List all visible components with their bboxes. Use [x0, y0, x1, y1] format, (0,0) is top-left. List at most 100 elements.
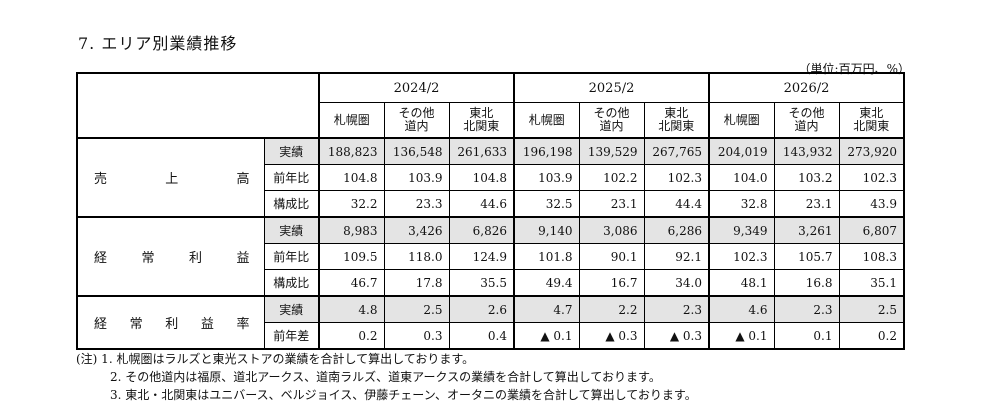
table-cell: 23.1 — [773, 190, 840, 218]
table-cell: ▲ 0.1 — [708, 322, 775, 350]
row-label: 実績 — [263, 295, 320, 323]
notes: (注) 1. 札幌圏はラルズと東光ストアの業績を合計して算出しております。 2.… — [76, 350, 697, 404]
metric-label-chars: 売上高 — [78, 168, 264, 187]
region-label-line: 東北 — [469, 106, 494, 120]
table-cell: 0.2 — [838, 322, 905, 350]
area-performance-table: 2024/2 2025/2 2026/2 札幌圏 その他 道内 東北 北関東 札幌圏 その他 道内東… — [76, 72, 905, 350]
metric-label-char: 率 — [236, 317, 250, 332]
table-cell: 204,019 — [708, 137, 775, 165]
region-label-line: 東北 — [859, 106, 884, 120]
table-cell: 4.7 — [513, 295, 580, 323]
table-cell: ▲ 0.3 — [643, 322, 710, 350]
table-cell: 143,932 — [773, 137, 840, 165]
note-3: 3. 東北・北関東はユニバース、ベルジョイス、伊藤チェーン、オータニの業績を合計… — [110, 388, 697, 402]
table-cell: 8,983 — [318, 216, 385, 244]
table-cell: 49.4 — [513, 269, 580, 297]
table-cell: 3,086 — [578, 216, 645, 244]
table-cell: 2.3 — [773, 295, 840, 323]
table-cell: 6,286 — [643, 216, 710, 244]
table-cell: ▲ 0.3 — [578, 322, 645, 350]
table-cell: 105.7 — [773, 243, 840, 270]
table-cell: 16.8 — [773, 269, 840, 297]
table-cell: 2.5 — [838, 295, 905, 323]
metric-label: 経常利益 — [76, 216, 265, 297]
table-cell: 118.0 — [383, 243, 450, 270]
region-header: 札幌圏 — [708, 102, 775, 139]
table-cell: 102.2 — [578, 164, 645, 191]
table-cell: 103.9 — [513, 164, 580, 191]
table-cell: 0.1 — [773, 322, 840, 350]
region-label-line: 札幌圏 — [723, 112, 760, 127]
table-cell: 104.8 — [448, 164, 515, 191]
table-cell: 261,633 — [448, 137, 515, 165]
table-cell: 2.5 — [383, 295, 450, 323]
year-header: 2026/2 — [708, 72, 905, 103]
table-cell: 6,826 — [448, 216, 515, 244]
region-header: 札幌圏 — [513, 102, 580, 139]
table-cell: 0.4 — [448, 322, 515, 350]
table-cell: 188,823 — [318, 137, 385, 165]
metric-label: 売上高 — [76, 137, 265, 218]
table-cell: 4.8 — [318, 295, 385, 323]
table-cell: 102.3 — [643, 164, 710, 191]
table-cell: 34.0 — [643, 269, 710, 297]
table-cell: 32.8 — [708, 190, 775, 218]
table-cell: 124.9 — [448, 243, 515, 270]
table-cell: 6,807 — [838, 216, 905, 244]
region-label-line: 札幌圏 — [333, 112, 370, 127]
table-cell: 136,548 — [383, 137, 450, 165]
table-cell: 44.4 — [643, 190, 710, 218]
table-cell: 46.7 — [318, 269, 385, 297]
table-cell: 2.3 — [643, 295, 710, 323]
table-cell: 43.9 — [838, 190, 905, 218]
table-cell: 48.1 — [708, 269, 775, 297]
row-label: 前年比 — [263, 243, 320, 270]
metric-label-char: 常 — [141, 251, 155, 266]
year-header: 2025/2 — [513, 72, 710, 103]
region-header: 東北 北関東 — [643, 102, 710, 139]
table-cell: 104.0 — [708, 164, 775, 191]
table-cell: 273,920 — [838, 137, 905, 165]
table-cell: 16.7 — [578, 269, 645, 297]
metric-label-char: 利 — [188, 251, 202, 266]
region-header: その他 道内 — [383, 102, 450, 139]
table-cell: 101.8 — [513, 243, 580, 270]
table-cell: 103.9 — [383, 164, 450, 191]
table-cell: 109.5 — [318, 243, 385, 270]
metric-label-char: 経 — [94, 251, 108, 266]
row-label: 前年比 — [263, 164, 320, 191]
metric-label-char: 益 — [200, 317, 214, 332]
table-cell: 23.3 — [383, 190, 450, 218]
region-label-line: 北関東 — [853, 119, 890, 133]
table-cell: 102.3 — [838, 164, 905, 191]
region-label-line: その他 — [593, 106, 630, 120]
row-label: 構成比 — [263, 190, 320, 218]
table-cell: 139,529 — [578, 137, 645, 165]
metric-label-char: 高 — [236, 172, 250, 187]
table-cell: 4.6 — [708, 295, 775, 323]
table-cell: 90.1 — [578, 243, 645, 270]
metric-label-char: 売 — [94, 172, 108, 187]
region-header: 札幌圏 — [318, 102, 385, 139]
table-cell: 44.6 — [448, 190, 515, 218]
note-1: (注) 1. 札幌圏はラルズと東光ストアの業績を合計して算出しております。 — [76, 352, 475, 366]
table-cell: 108.3 — [838, 243, 905, 270]
table-cell: 23.1 — [578, 190, 645, 218]
row-label: 構成比 — [263, 269, 320, 297]
table-cell: 104.8 — [318, 164, 385, 191]
region-label-line: 北関東 — [658, 119, 695, 133]
table-cell: 3,426 — [383, 216, 450, 244]
table-cell: 35.1 — [838, 269, 905, 297]
table-cell: 3,261 — [773, 216, 840, 244]
row-label: 実績 — [263, 216, 320, 244]
region-label-line: 北関東 — [463, 119, 500, 133]
metric-label-char: 上 — [165, 172, 179, 187]
region-label-line: 道内 — [599, 119, 624, 133]
table-corner — [76, 72, 320, 139]
table-cell: 103.2 — [773, 164, 840, 191]
table-cell: 9,140 — [513, 216, 580, 244]
table-cell: 32.5 — [513, 190, 580, 218]
region-label-line: その他 — [398, 106, 435, 120]
table-cell: 0.3 — [383, 322, 450, 350]
region-header: その他 道内 — [773, 102, 840, 139]
